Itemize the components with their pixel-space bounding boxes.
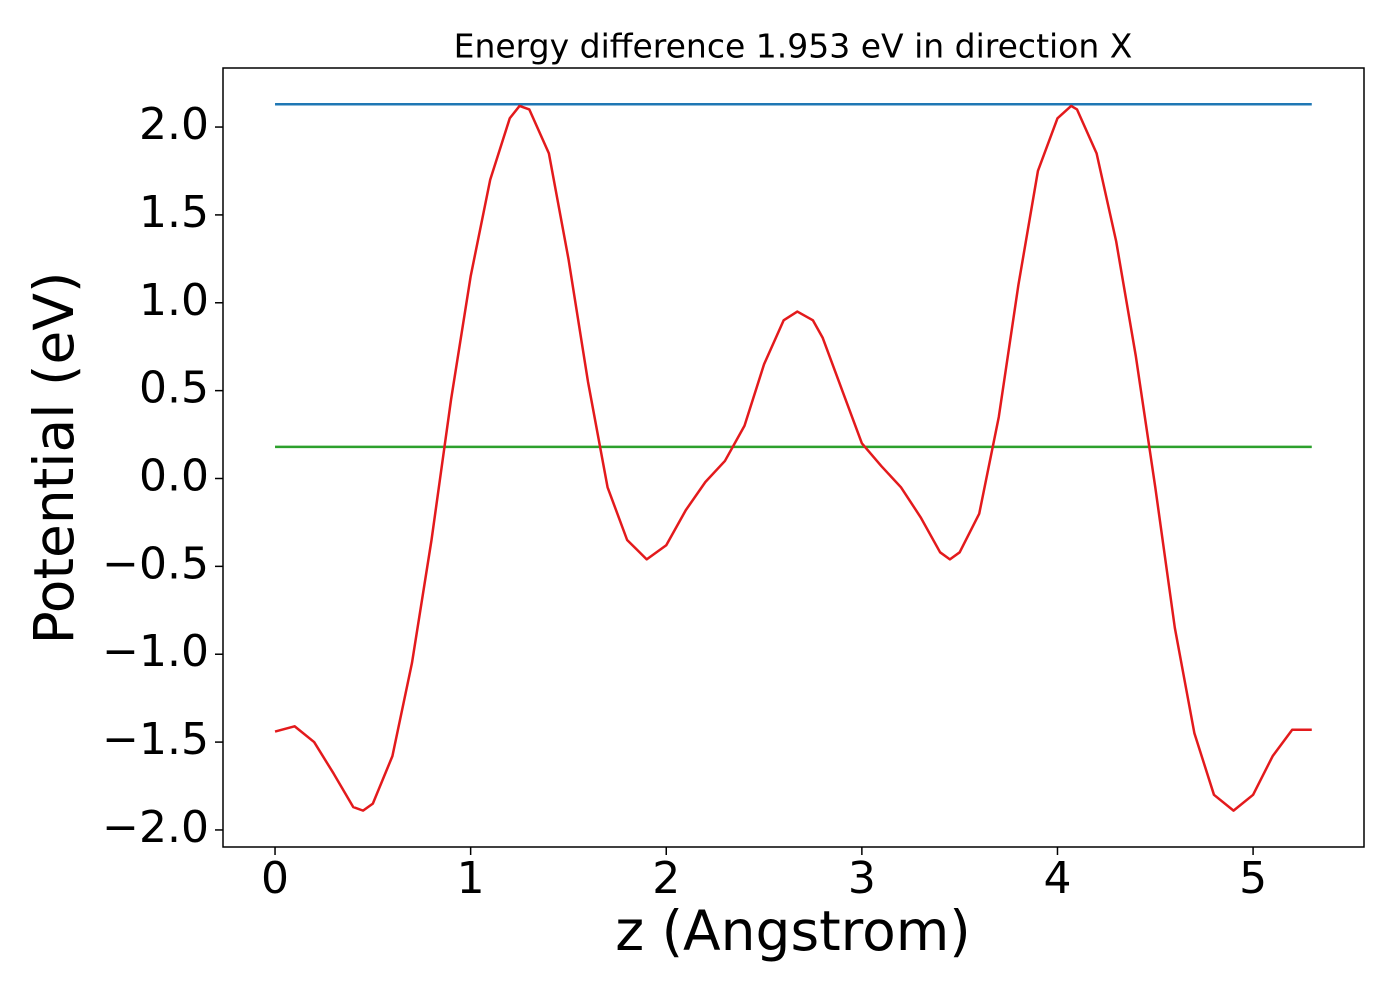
y-tick-label: 2.0 xyxy=(139,99,209,150)
x-tick-label: 0 xyxy=(261,853,289,904)
y-tick-label: 0.5 xyxy=(139,363,209,414)
plot-frame xyxy=(222,67,1365,848)
y-tick-label: 0.0 xyxy=(139,450,209,501)
x-tick-label: 1 xyxy=(457,853,485,904)
x-tick-label: 2 xyxy=(652,853,680,904)
y-tick-label: −1.5 xyxy=(102,714,209,765)
x-tick-label: 4 xyxy=(1043,853,1071,904)
y-axis-label: Potential (eV) xyxy=(22,272,86,645)
y-tick-label: 1.0 xyxy=(139,275,209,326)
chart-title: Energy difference 1.953 eV in direction … xyxy=(454,27,1133,66)
y-tick-label: 1.5 xyxy=(139,187,209,238)
x-tick-label: 3 xyxy=(848,853,876,904)
y-tick-label: −0.5 xyxy=(102,538,209,589)
line-series xyxy=(274,104,1312,812)
y-tick-label: −2.0 xyxy=(102,802,209,853)
x-tick-label: 5 xyxy=(1239,853,1267,904)
x-axis-label: z (Angstrom) xyxy=(615,899,971,963)
y-tick-label: −1.0 xyxy=(102,626,209,677)
